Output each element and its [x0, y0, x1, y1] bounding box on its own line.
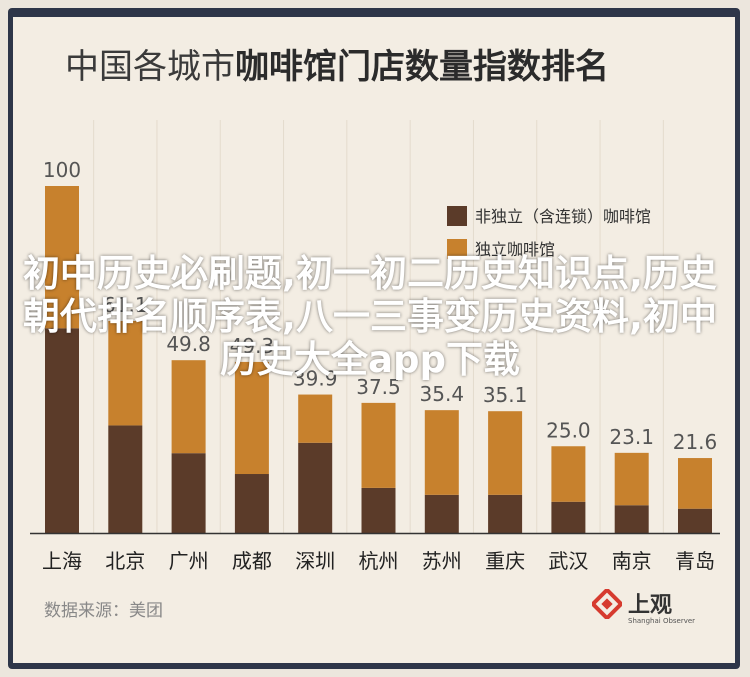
bar-non-independent — [45, 328, 79, 533]
bar-independent — [171, 360, 206, 454]
bar-non-independent — [298, 442, 333, 533]
value-label: 61.1 — [103, 293, 148, 317]
value-label: 49.8 — [166, 332, 211, 356]
bar-non-independent — [614, 505, 649, 533]
bar-independent — [234, 361, 269, 475]
category-label: 北京 — [105, 549, 145, 573]
bar-independent — [488, 411, 523, 495]
category-label: 重庆 — [485, 549, 525, 573]
publisher-logo: 上观 Shanghai Observer — [590, 585, 720, 635]
logo-text-en: Shanghai Observer — [628, 617, 696, 625]
category-label: 苏州 — [422, 549, 462, 573]
value-label: 35.1 — [483, 383, 528, 407]
bar-independent — [298, 394, 333, 443]
category-label: 青岛 — [675, 549, 715, 573]
category-label: 上海 — [42, 549, 82, 573]
overlay-link-text[interactable]: 初中历史必刷题,初一初二历史知识点,历史朝代排名顺序表,八一三事变历史资料,初中… — [22, 252, 718, 381]
bar-non-independent — [108, 425, 143, 533]
bar-non-independent — [678, 508, 712, 533]
category-label: 南京 — [612, 549, 652, 573]
value-label: 100 — [43, 158, 81, 182]
bar-independent — [424, 410, 459, 495]
bar-non-independent — [424, 494, 459, 533]
bar-independent — [45, 186, 79, 329]
shanghai-observer-logo-icon — [592, 589, 622, 619]
legend-swatch — [447, 206, 467, 226]
category-labels: 上海 北京 广州 成都 深圳 杭州 苏州 重庆 武汉 南京 青岛 — [42, 549, 715, 573]
bar-independent — [551, 446, 586, 502]
title-part-2: 咖啡馆门店数量指数排名 — [235, 47, 609, 87]
bar-independent — [361, 402, 396, 488]
category-label: 杭州 — [359, 549, 399, 573]
value-label: 37.5 — [356, 375, 401, 399]
legend-label: 非独立（含连锁）咖啡馆 — [475, 207, 651, 226]
bar-independent — [614, 452, 649, 506]
bar-non-independent — [551, 501, 586, 533]
bar-non-independent — [361, 487, 396, 533]
bar-independent — [678, 458, 712, 509]
category-label: 成都 — [232, 549, 272, 573]
data-source: 数据来源：美团 — [44, 601, 163, 621]
bar-non-independent — [234, 474, 269, 533]
value-label: 23.1 — [609, 425, 654, 449]
logo-text-cn: 上观 — [628, 593, 673, 618]
bar-non-independent — [488, 494, 523, 533]
bars — [45, 186, 712, 533]
category-label: 深圳 — [295, 549, 335, 573]
value-label: 35.4 — [420, 382, 465, 406]
bar-independent — [108, 320, 143, 426]
gridlines — [93, 120, 664, 533]
legend-swatch — [447, 239, 467, 259]
legend-label: 独立咖啡馆 — [475, 240, 555, 259]
value-labels: 100 61.1 49.8 49.3 39.9 37.5 35.4 35.1 25.0 23.1 2… — [43, 158, 717, 454]
value-label: 49.3 — [230, 334, 275, 358]
value-label: 25.0 — [546, 418, 591, 442]
value-label: 39.9 — [293, 367, 338, 391]
category-label: 武汉 — [548, 549, 588, 573]
title-part-1: 中国各城市 — [65, 47, 235, 87]
category-label: 广州 — [169, 549, 209, 573]
bar-non-independent — [171, 453, 206, 533]
chart-title: 中国各城市咖啡馆门店数量指数排名 — [13, 17, 735, 117]
value-label: 21.6 — [673, 430, 718, 454]
